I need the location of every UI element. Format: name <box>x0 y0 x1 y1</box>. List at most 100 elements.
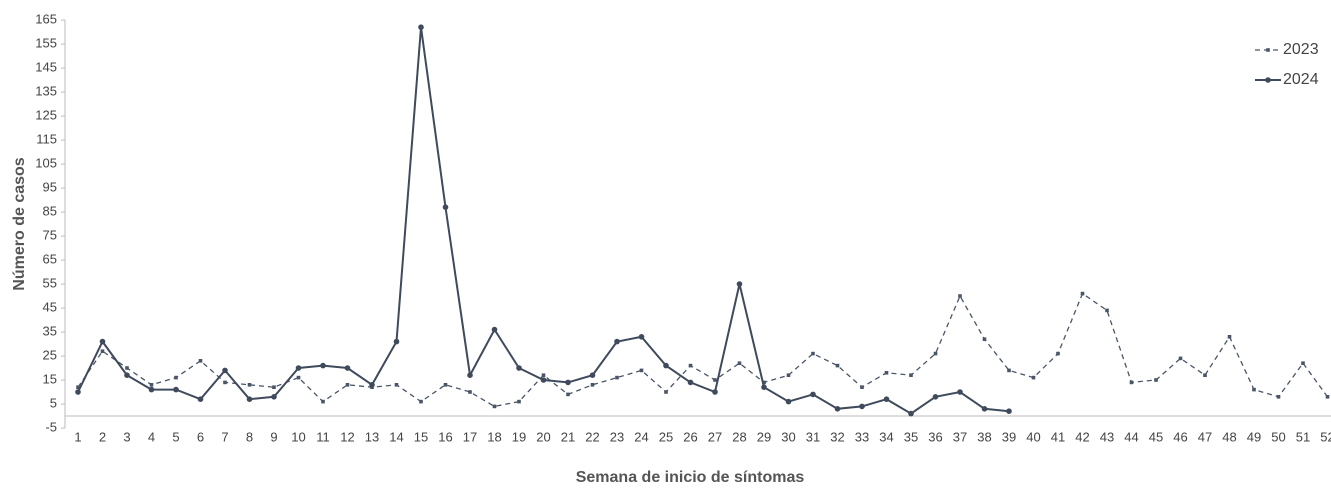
point <box>590 383 595 387</box>
point <box>1080 291 1085 296</box>
point <box>320 362 326 369</box>
x-tick-label: 47 <box>1198 429 1212 444</box>
point <box>540 377 547 383</box>
point <box>468 390 472 394</box>
point <box>99 338 106 345</box>
x-tick-label: 12 <box>340 429 354 444</box>
x-tick-label: 7 <box>221 429 228 444</box>
x-tick-label: 52 <box>1320 429 1331 444</box>
point <box>786 373 791 377</box>
point <box>272 385 276 389</box>
legend-marker <box>1266 48 1270 52</box>
point <box>418 24 424 31</box>
x-axis-title: Semana de inicio de síntomas <box>576 469 805 486</box>
x-tick-label: 22 <box>585 429 599 444</box>
y-tick-label: 75 <box>43 227 57 242</box>
point <box>125 366 129 370</box>
x-tick-label: 18 <box>487 429 501 444</box>
point <box>321 399 325 404</box>
point <box>638 334 645 340</box>
point <box>811 351 815 356</box>
y-tick-label: 155 <box>35 35 57 50</box>
point <box>589 372 596 379</box>
point <box>712 389 718 395</box>
point <box>124 372 130 379</box>
point <box>1178 356 1183 361</box>
legend-label: 2024 <box>1283 71 1319 88</box>
x-tick-label: 14 <box>389 429 403 444</box>
point <box>566 392 570 397</box>
x-tick-label: 8 <box>246 429 253 444</box>
point <box>737 361 742 365</box>
point <box>75 389 81 395</box>
point <box>516 365 522 371</box>
point <box>517 399 521 404</box>
point <box>1056 351 1060 356</box>
x-tick-label: 33 <box>855 429 869 444</box>
x-tick-label: 39 <box>1002 429 1016 444</box>
x-tick-label: 35 <box>904 429 918 444</box>
x-tick-label: 40 <box>1026 429 1040 444</box>
legend-label: 2023 <box>1283 41 1319 58</box>
point <box>1301 361 1305 365</box>
point <box>296 375 301 380</box>
x-tick-label: 5 <box>172 429 179 444</box>
x-tick-label: 31 <box>806 429 820 444</box>
point <box>639 368 644 373</box>
x-tick-label: 4 <box>148 429 155 444</box>
point <box>247 383 252 387</box>
x-tick-label: 26 <box>683 429 697 444</box>
x-tick-label: 49 <box>1247 429 1261 444</box>
point <box>1105 308 1109 313</box>
point <box>565 379 571 386</box>
point <box>443 383 448 387</box>
series-line <box>77 292 1329 408</box>
x-tick-label: 23 <box>610 429 624 444</box>
point <box>1031 375 1036 380</box>
x-tick-label: 43 <box>1100 429 1114 444</box>
x-tick-label: 10 <box>291 429 305 444</box>
y-tick-label: 95 <box>43 179 57 194</box>
y-tick-label: 105 <box>35 155 57 170</box>
y-tick-label: 115 <box>36 131 57 146</box>
x-tick-label: 6 <box>197 429 204 444</box>
point <box>981 406 988 412</box>
point <box>736 281 743 287</box>
point <box>100 349 105 353</box>
x-tick-label: 27 <box>708 429 722 444</box>
x-tick-label: 51 <box>1296 429 1310 444</box>
point <box>859 403 865 410</box>
point <box>442 204 449 210</box>
y-tick-label: 55 <box>43 275 57 290</box>
point <box>835 363 840 368</box>
point <box>958 294 962 298</box>
point <box>222 367 228 374</box>
point <box>148 386 155 393</box>
x-tick-label: 48 <box>1222 429 1236 444</box>
x-tick-label: 41 <box>1051 429 1065 444</box>
x-tick-label: 15 <box>414 429 428 444</box>
point <box>908 410 914 417</box>
x-tick-label: 34 <box>879 429 893 444</box>
x-tick-label: 25 <box>659 429 673 444</box>
point <box>785 398 792 405</box>
y-tick-label: 145 <box>35 59 57 74</box>
point <box>1154 378 1158 382</box>
y-tick-label: 65 <box>43 251 57 266</box>
point <box>860 385 864 389</box>
point <box>957 389 963 395</box>
point <box>1007 368 1011 373</box>
point <box>713 378 717 382</box>
x-tick-label: 36 <box>928 429 942 444</box>
y-tick-label: 5 <box>50 395 57 410</box>
point <box>345 383 350 387</box>
x-tick-label: 3 <box>123 429 130 444</box>
point <box>1325 395 1330 399</box>
point <box>173 386 179 393</box>
point <box>198 359 203 363</box>
point <box>419 399 423 404</box>
point <box>467 372 473 379</box>
x-tick-label: 19 <box>512 429 526 444</box>
point <box>149 383 154 387</box>
y-tick-label: 125 <box>35 107 57 122</box>
